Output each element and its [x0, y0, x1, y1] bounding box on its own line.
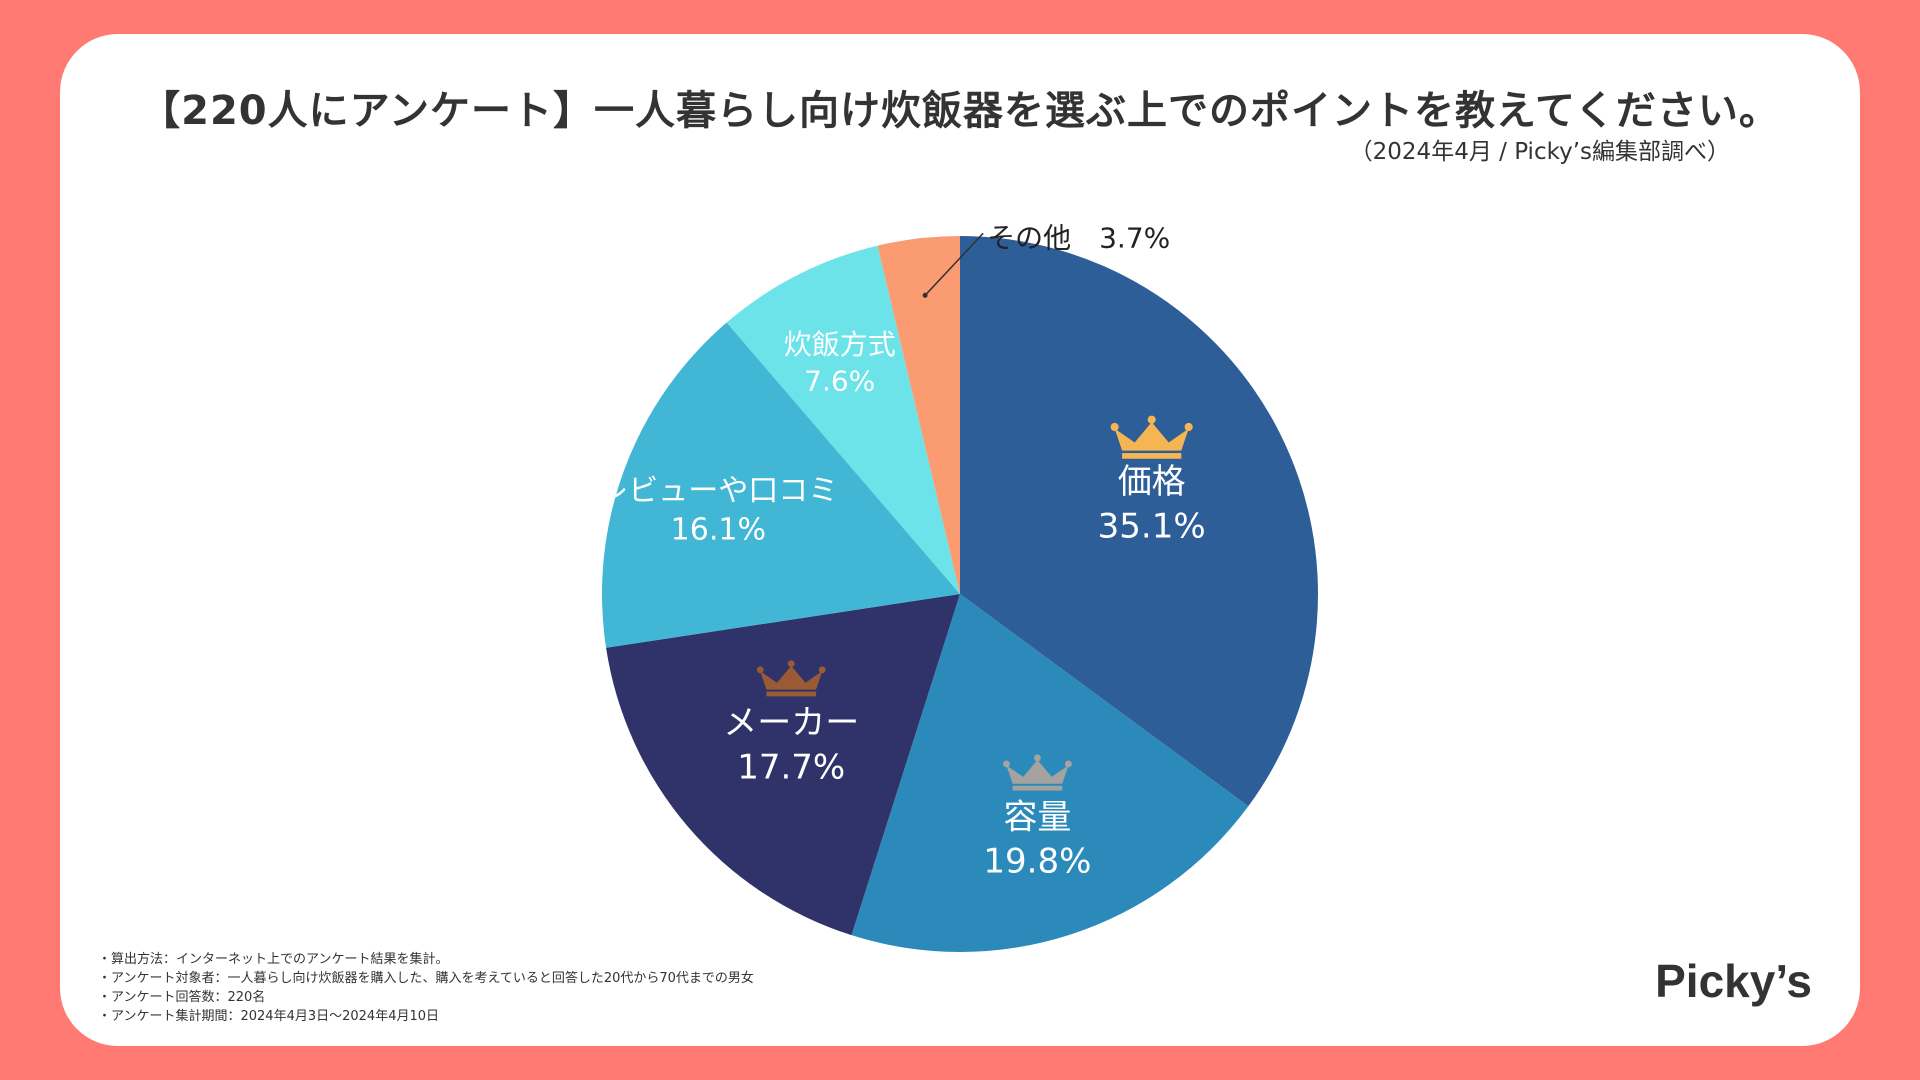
slice-2-value-label: 17.7%	[737, 747, 845, 787]
slice-2-wedge	[606, 594, 960, 936]
note-method: ・算出方法：インターネット上でのアンケート結果を集計。	[98, 952, 449, 967]
slice-0-label: 価格	[1118, 462, 1186, 502]
chart-title: 【220人にアンケート】一人暮らし向け炊飯器を選ぶ上でのポイントを教えてください…	[140, 88, 1780, 134]
note-period: ・アンケート集計期間：2024年4月3日〜2024年4月10日	[98, 1009, 440, 1024]
slice-0-crown-icon	[1110, 415, 1193, 459]
slice-0-wedge	[960, 236, 1318, 807]
slice-5-callout-label: その他 3.7%	[987, 221, 1170, 254]
chart-card: 【220人にアンケート】一人暮らし向け炊飯器を選ぶ上でのポイントを教えてください…	[60, 34, 1860, 1046]
slice-5-wedge	[877, 236, 960, 594]
slice-4-value-label: 7.6%	[804, 364, 875, 397]
slice-1-crown-icon	[1003, 754, 1072, 791]
slice-3-wedge	[602, 322, 960, 648]
source-note: （2024年4月 / Picky’s編集部調べ）	[1349, 139, 1730, 165]
note-count: ・アンケート回答数：220名	[98, 990, 266, 1005]
slice-4-wedge	[726, 245, 960, 594]
slice-2-label: メーカー	[723, 703, 859, 743]
brand-logo: Picky’s	[1655, 955, 1812, 1007]
slice-3-value-label: 16.1%	[671, 512, 766, 547]
slice-5-leader-line	[924, 232, 984, 296]
slice-1-label: 容量	[1003, 797, 1071, 837]
note-target: ・アンケート対象者：一人暮らし向け炊飯器を購入した、購入を考えていると回答した2…	[98, 971, 754, 986]
survey-notes: ・算出方法：インターネット上でのアンケート結果を集計。 ・アンケート対象者：一人…	[98, 950, 754, 1026]
slice-1-wedge	[851, 594, 1249, 953]
slice-5-leader-dot	[922, 292, 928, 298]
slice-4-label: 炊飯方式	[784, 328, 896, 361]
slice-2-crown-icon	[756, 660, 826, 697]
slice-1-value-label: 19.8%	[983, 842, 1091, 882]
slice-3-label: レビューや口コミ	[598, 473, 838, 508]
slice-0-value-label: 35.1%	[1098, 506, 1206, 546]
